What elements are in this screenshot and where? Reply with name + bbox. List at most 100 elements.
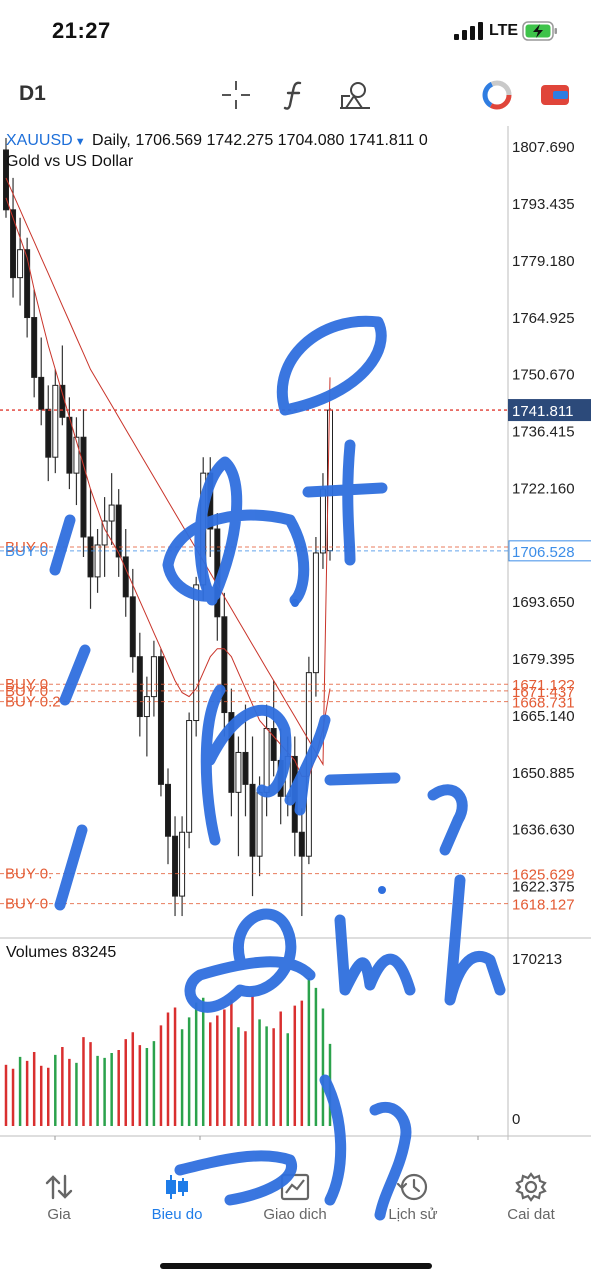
tab-chart-label: Bieu do bbox=[151, 1206, 203, 1223]
price-tick: 1807.690 bbox=[512, 139, 575, 156]
candle-body bbox=[172, 835, 179, 897]
candles-icon bbox=[166, 1175, 188, 1199]
tab-trade[interactable]: Giao dich bbox=[245, 1162, 345, 1232]
price-tick: 1650.885 bbox=[512, 765, 575, 782]
tab-quotes[interactable]: Gia bbox=[9, 1162, 109, 1232]
period-label: Daily, bbox=[92, 132, 131, 149]
objects-icon[interactable] bbox=[338, 78, 372, 112]
current-price-tag: 1741.811 bbox=[512, 403, 573, 420]
candle-body bbox=[87, 536, 94, 578]
candle-body bbox=[228, 712, 235, 793]
candle-body bbox=[249, 783, 256, 857]
order-price-tag: 1671.1?? bbox=[512, 677, 575, 694]
bottom-tab-bar: Gia Bieu do Giao dich Lịch sử Cai dat bbox=[0, 1162, 591, 1242]
signal-icon bbox=[454, 22, 484, 40]
candle-body bbox=[94, 544, 101, 578]
candle-body bbox=[256, 791, 263, 857]
history-clock-icon bbox=[396, 1173, 428, 1201]
candle-body bbox=[3, 149, 9, 211]
ohlc-values: 1706.569 1742.275 1704.080 1741.811 0 bbox=[135, 132, 428, 149]
candle-body bbox=[179, 831, 186, 897]
tab-history-label: Lịch sử bbox=[388, 1206, 438, 1223]
moving-average-line bbox=[5, 197, 331, 777]
candle-body bbox=[24, 249, 31, 319]
candle-body bbox=[305, 672, 312, 857]
candle-body bbox=[17, 249, 24, 279]
color-wheel-icon[interactable] bbox=[480, 78, 514, 112]
candle-body bbox=[10, 209, 17, 279]
order-line-label: BUY 0 bbox=[5, 539, 48, 556]
crosshair-icon[interactable] bbox=[219, 78, 253, 112]
symbol-selector[interactable]: XAUUSD bbox=[6, 132, 73, 149]
price-tick: 1636.630 bbox=[512, 822, 575, 839]
price-tick: 1665.140 bbox=[512, 708, 575, 725]
price-tick: 1722.160 bbox=[512, 480, 575, 497]
volumes-label: Volumes 83245 bbox=[6, 944, 117, 961]
candle-body bbox=[165, 783, 171, 837]
candle-body bbox=[319, 488, 326, 554]
status-time: 21:27 bbox=[52, 18, 111, 43]
tab-quotes-label: Gia bbox=[47, 1206, 71, 1223]
candle-body bbox=[150, 656, 157, 698]
timeframe-button[interactable]: D1 bbox=[19, 82, 46, 105]
order-price-tag: 1668.731 bbox=[512, 695, 575, 712]
candle-body bbox=[31, 317, 38, 378]
chart-toolbar: D1 bbox=[0, 64, 591, 126]
order-line-label: BUY 0 bbox=[5, 543, 48, 560]
current-price-tag-box bbox=[508, 399, 591, 422]
candle-body bbox=[129, 596, 136, 658]
symbol-description: Gold vs US Dollar bbox=[6, 153, 134, 170]
price-tick: 1764.925 bbox=[512, 310, 575, 327]
price-tick: 1793.435 bbox=[512, 196, 575, 213]
tab-history[interactable]: Lịch sử bbox=[363, 1162, 463, 1232]
price-chart[interactable]: 1807.690 1793.435 1779.180 1764.925 1750.670… bbox=[0, 126, 591, 1140]
candle-body bbox=[38, 376, 45, 410]
price-tick: 1622.375 bbox=[512, 879, 575, 896]
function-icon[interactable] bbox=[278, 78, 312, 112]
candle-body bbox=[136, 656, 143, 718]
chart-canvas[interactable]: 1807.690 1793.435 1779.180 1764.925 1750.670… bbox=[0, 126, 591, 1140]
gear-icon bbox=[515, 1172, 547, 1202]
candle-body bbox=[214, 528, 221, 618]
candle-body bbox=[59, 384, 66, 418]
chart-header: XAUUSD ▼ Daily, 1706.569 1742.275 1704.08… bbox=[6, 132, 428, 150]
candle-body bbox=[242, 751, 249, 785]
candle-body bbox=[45, 408, 52, 458]
tab-chart[interactable]: Bieu do bbox=[127, 1162, 227, 1232]
trade-toggle-icon[interactable] bbox=[538, 78, 572, 112]
tab-settings[interactable]: Cai dat bbox=[481, 1162, 581, 1232]
order-line-label: BUY 0 bbox=[5, 676, 48, 693]
order-price-tag: 1706.528 bbox=[512, 544, 575, 561]
volume-tick-max: 170213 bbox=[512, 951, 562, 968]
order-price-tag: 1618.127 bbox=[512, 897, 575, 914]
battery-charging-icon bbox=[522, 21, 557, 41]
arrows-icon bbox=[45, 1174, 73, 1200]
price-tick: 1779.180 bbox=[512, 253, 575, 270]
candle-body bbox=[193, 584, 200, 722]
price-tick: 1679.395 bbox=[512, 651, 575, 668]
price-tick: 1693.650 bbox=[512, 594, 575, 611]
moving-average-line bbox=[5, 177, 331, 767]
order-line-label: BUY 0 bbox=[5, 896, 48, 913]
candle-body bbox=[73, 436, 80, 474]
candle-body bbox=[186, 720, 193, 833]
candle-body bbox=[207, 472, 214, 530]
tab-trade-label: Giao dich bbox=[263, 1206, 327, 1223]
candle-body bbox=[235, 751, 242, 793]
order-line-label: BUY 0 bbox=[5, 683, 48, 700]
order-line-label: BUY 0. bbox=[5, 866, 52, 883]
price-tick: 1736.415 bbox=[512, 424, 575, 441]
candle-body bbox=[157, 656, 164, 785]
candle-body bbox=[291, 755, 298, 833]
candle-body bbox=[80, 436, 87, 538]
price-tick: 1750.670 bbox=[512, 367, 575, 384]
candle-body bbox=[200, 472, 207, 586]
candle-body bbox=[122, 556, 129, 598]
symbol-caret-icon[interactable]: ▼ bbox=[74, 136, 86, 148]
trade-chart-icon bbox=[280, 1173, 310, 1201]
candle-body bbox=[277, 759, 284, 797]
network-label: LTE bbox=[489, 22, 519, 39]
candle-body bbox=[221, 616, 228, 714]
candle-body bbox=[108, 504, 115, 522]
candle-body bbox=[143, 696, 150, 718]
